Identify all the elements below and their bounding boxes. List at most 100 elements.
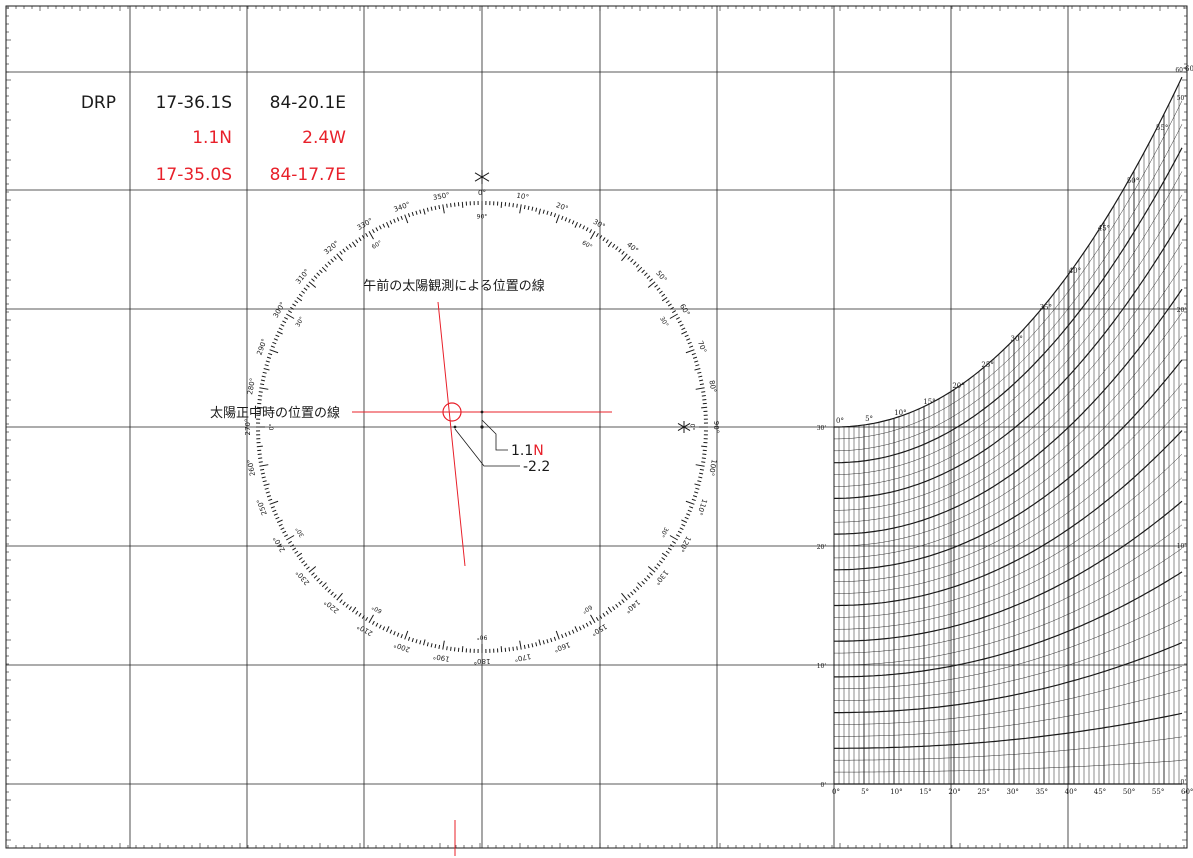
rose-tick [259,387,269,390]
scale-bottom-label: 10° [890,788,902,796]
scale-curve-line [834,453,1183,618]
scale-bottom-label: 20° [948,788,960,796]
rose-tick [324,586,329,590]
rose-tick [516,646,518,651]
rose-tick [687,341,692,345]
rose-tick [672,310,676,314]
correction-longitude: 2.4W [302,128,346,148]
rose-inner-label: 0° [269,424,276,431]
rose-tick [635,586,640,590]
rose-bearing-label: 0° [478,189,486,197]
rose-tick [260,468,265,471]
rose-tick [306,566,310,570]
scale-right-label: 10' [1177,543,1187,550]
rose-tick [701,461,706,463]
rose-tick [568,631,571,636]
rose-tick [621,251,625,255]
rose-tick [661,293,666,297]
scale-curve-line [834,595,1183,690]
rose-tick [527,644,530,649]
rose-tick [348,606,352,611]
rose-tick [637,582,643,588]
scale-top-label: 10° [894,409,906,417]
rose-inner-label: 30° [658,526,669,539]
scale-curve-line [834,124,1183,452]
scale-left-label: 30' [817,425,827,432]
rose-tick [278,523,283,527]
rose-tick [423,208,426,215]
rose-tick [695,387,705,390]
rose-tick [461,201,464,208]
rose-tick [684,334,689,338]
rose-tick [358,237,362,242]
rose-tick [633,261,637,265]
rose-tick [272,509,277,513]
morning-lop-line [437,301,466,567]
rose-tick [442,640,445,650]
rose-inner-label: 30° [658,316,669,329]
rose-tick [681,331,688,335]
rose-tick [301,290,306,294]
rose-tick [672,540,676,544]
rose-tick [264,487,269,490]
rose-tick [564,217,568,222]
grid-lines [6,6,1187,848]
rose-tick [578,626,582,631]
rose-tick [519,204,522,214]
rose-inner-label: 30° [294,316,305,329]
rose-tick [685,500,695,505]
dlat-label: 1.1N [511,443,544,459]
scale-bottom-label: 45° [1094,788,1106,796]
rose-tick [256,445,263,448]
rose-tick [647,281,656,288]
rose-bearing-label: 20° [555,201,569,213]
rose-tick [400,215,403,220]
rose-tick [396,217,400,222]
rose-tick [351,606,357,613]
rose-tick [531,206,534,211]
rose-tick [641,580,645,585]
rose-tick [681,327,686,331]
rose-tick [386,221,390,228]
scale-top-label: 45° [1098,225,1110,233]
rose-tick [355,239,359,244]
rose-tick [262,480,267,483]
rose-tick [311,278,315,282]
scale-top-label: 0° [836,417,844,425]
rose-tick [336,253,343,262]
rose-tick [446,203,448,208]
rose-tick [519,640,522,650]
rose-tick [348,243,352,248]
rose-tick [644,272,648,276]
rose-tick [595,233,599,237]
rose-tick [301,560,306,564]
dlon-leader [454,428,520,467]
rose-tick [368,231,374,240]
rose-tick [535,642,538,647]
scale-bottom-label: 60° [1181,788,1193,796]
scale-curve-line [834,100,1183,440]
rose-bearing-label: 110° [695,498,708,517]
scale-right-label: 60° [1175,67,1186,74]
rose-tick [686,513,691,516]
rose-tick [658,290,663,294]
rose-tick [531,643,534,648]
rose-tick [605,610,609,615]
scale-curve-line [834,477,1183,630]
rose-tick [607,606,613,613]
scale-bottom-label: 55° [1152,788,1164,796]
rose-tick [605,239,609,244]
rose-tick [438,644,441,649]
rose-tick [446,646,448,651]
rose-tick [618,601,622,606]
scale-left-label: 0' [821,782,827,789]
scale-bottom-label: 40° [1065,788,1077,796]
rose-tick [269,500,279,505]
rose-tick [561,634,564,639]
morning-lop-label: 午前の太陽観測による位置の線 [363,278,545,294]
rose-tick [382,626,386,631]
rose-tick [670,306,674,310]
rose-tick [695,464,705,467]
rose-tick [389,220,393,225]
rose-tick [327,589,331,593]
